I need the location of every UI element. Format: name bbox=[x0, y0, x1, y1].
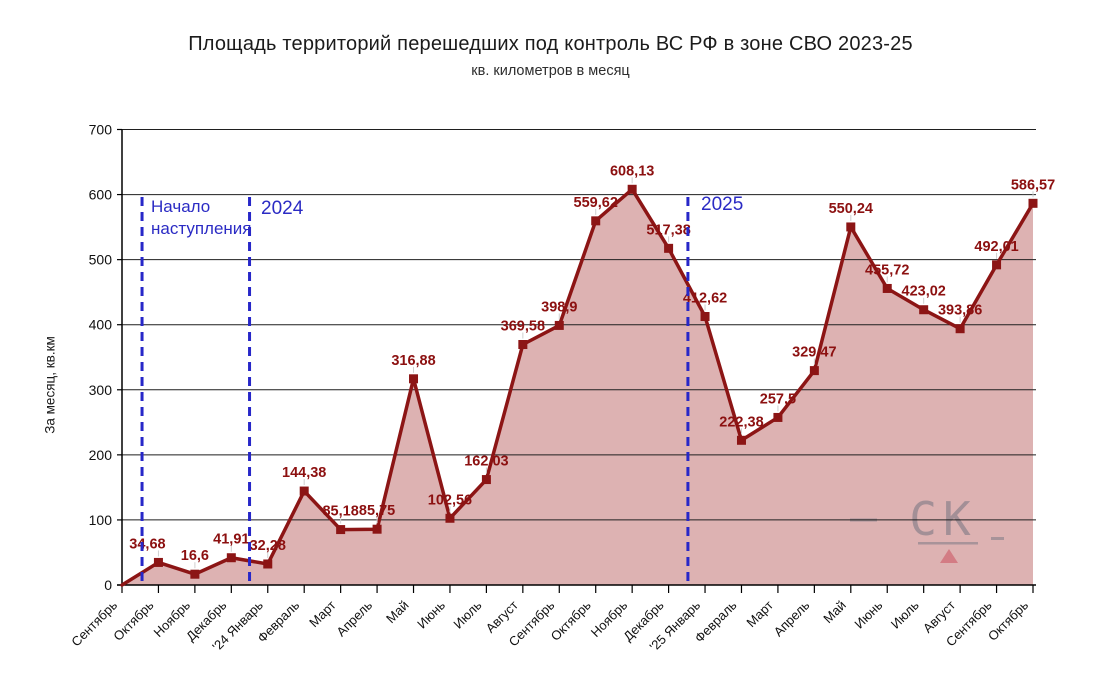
value-label: 102,56 bbox=[428, 492, 472, 508]
data-point-marker bbox=[153, 557, 163, 567]
data-point-marker bbox=[846, 222, 856, 232]
data-point-marker bbox=[627, 184, 637, 194]
value-label: 559,62 bbox=[574, 195, 618, 211]
y-tick-label: 300 bbox=[89, 382, 113, 398]
month-label: Октябрь bbox=[110, 597, 156, 643]
watermark-underline bbox=[918, 542, 978, 545]
chart-title: Площадь территорий перешедших под контро… bbox=[188, 33, 913, 55]
value-label: 41,91 bbox=[213, 532, 249, 548]
data-point-marker bbox=[955, 324, 965, 334]
data-point-marker bbox=[736, 435, 746, 445]
value-labels: 34,68 16,641,91 32,28 144,38 85,18 85,75 316,8… bbox=[129, 163, 1055, 564]
month-label: Апрель bbox=[771, 597, 813, 639]
watermark-dash-right bbox=[991, 537, 1004, 540]
value-label: 393,86 bbox=[938, 303, 982, 319]
value-label: 316,88 bbox=[391, 353, 435, 369]
data-point-marker bbox=[190, 569, 200, 579]
value-label: 144,38 bbox=[282, 465, 326, 481]
data-point-marker bbox=[992, 260, 1002, 270]
data-point-marker bbox=[591, 216, 601, 226]
data-point-marker bbox=[372, 524, 382, 534]
month-label: Июль bbox=[450, 597, 484, 631]
y-tick-label: 400 bbox=[89, 317, 113, 333]
month-label: Март bbox=[306, 597, 339, 630]
month-label: Октябрь bbox=[985, 597, 1031, 643]
watermark: СК bbox=[850, 492, 1004, 563]
annotation-year-2025: 2025 bbox=[701, 194, 744, 215]
y-axis: 0 100 200 300 400 500 600 700 bbox=[89, 122, 122, 593]
data-point-marker bbox=[299, 486, 309, 496]
value-label: 257,5 bbox=[760, 391, 796, 407]
data-point-marker bbox=[1028, 198, 1038, 208]
data-point-marker bbox=[554, 320, 564, 330]
value-label: 329,47 bbox=[792, 345, 836, 361]
value-label: 492,01 bbox=[974, 239, 1018, 255]
month-label: Март bbox=[743, 597, 776, 630]
value-label: 398,9 bbox=[541, 299, 577, 315]
month-label: Апрель bbox=[333, 597, 375, 639]
y-tick-label: 500 bbox=[89, 252, 113, 268]
data-point-marker bbox=[882, 283, 892, 293]
data-point-marker bbox=[664, 243, 674, 253]
data-point-marker bbox=[445, 513, 455, 523]
value-label: 608,13 bbox=[610, 163, 654, 179]
y-tick-label: 700 bbox=[89, 122, 113, 138]
annotation-offensive-start: Начало наступления bbox=[151, 197, 252, 239]
data-point-marker bbox=[336, 525, 346, 535]
data-point-marker bbox=[518, 340, 528, 350]
value-label: 369,58 bbox=[501, 319, 545, 335]
data-point-marker bbox=[409, 374, 419, 384]
gridlines bbox=[122, 129, 1036, 521]
month-label: Июнь bbox=[414, 597, 448, 631]
value-label: 586,57 bbox=[1011, 177, 1055, 193]
month-label: Июнь bbox=[851, 597, 885, 631]
data-point-marker bbox=[809, 366, 819, 376]
watermark-text: СК bbox=[909, 492, 976, 546]
value-label: 412,62 bbox=[683, 291, 727, 307]
value-label: 85,75 bbox=[359, 503, 395, 519]
value-label: 517,38 bbox=[646, 222, 690, 238]
y-tick-label: 600 bbox=[89, 187, 113, 203]
value-label: 550,24 bbox=[829, 201, 873, 217]
data-point-marker bbox=[481, 475, 491, 485]
markers bbox=[153, 184, 1038, 579]
data-point-marker bbox=[919, 305, 929, 315]
area-fill bbox=[122, 189, 1033, 585]
series-line bbox=[120, 187, 1035, 587]
month-label: Октябрь bbox=[548, 597, 594, 643]
month-label: Май bbox=[383, 598, 412, 627]
annotation-year-2024: 2024 bbox=[261, 198, 304, 219]
y-tick-label: 0 bbox=[104, 577, 112, 593]
data-point-marker bbox=[773, 412, 783, 422]
value-label: 222,38 bbox=[719, 414, 763, 430]
leader-lines bbox=[157, 177, 1034, 569]
value-label: 85,18 bbox=[322, 504, 358, 520]
event-vlines bbox=[140, 197, 690, 585]
value-label: 32,28 bbox=[250, 538, 286, 554]
month-label: Сентябрь bbox=[68, 597, 120, 649]
chart-subtitle: кв. километров в месяц bbox=[471, 63, 630, 79]
y-tick-label: 100 bbox=[89, 512, 113, 528]
data-point-marker bbox=[263, 559, 273, 569]
value-label: 162,03 bbox=[464, 454, 508, 470]
value-label: 16,6 bbox=[181, 548, 209, 564]
value-label: 34,68 bbox=[129, 536, 165, 552]
data-point-marker bbox=[226, 553, 236, 563]
month-label: Май bbox=[820, 598, 849, 627]
y-tick-label: 200 bbox=[89, 447, 113, 463]
value-label: 423,02 bbox=[902, 284, 946, 300]
data-point-marker bbox=[700, 312, 710, 322]
value-label: 455,72 bbox=[865, 262, 909, 278]
month-label: Июль bbox=[888, 597, 922, 631]
watermark-triangle-icon bbox=[940, 549, 958, 563]
